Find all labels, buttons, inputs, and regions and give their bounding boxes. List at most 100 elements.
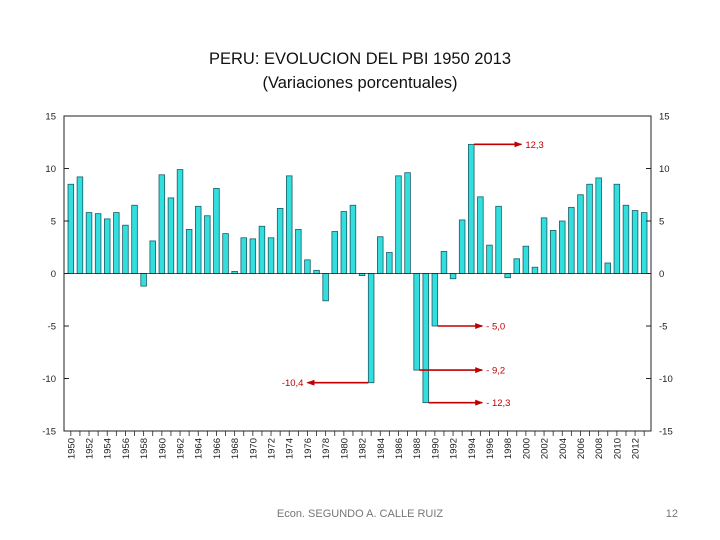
bar-2010 <box>613 183 621 274</box>
bar-1984 <box>377 236 384 274</box>
annotation-label: - 5,0 <box>486 322 505 333</box>
x-tick-label: 1964 <box>194 438 205 459</box>
bars-layer <box>67 143 648 404</box>
bar-2012 <box>631 210 639 274</box>
bar-1967 <box>222 233 229 274</box>
chart-title: PERU: EVOLUCION DEL PBI 1950 2013 <box>208 50 512 68</box>
bar-2004 <box>559 220 566 274</box>
bar-1996 <box>486 244 493 274</box>
x-tick-label: 1982 <box>358 438 369 459</box>
y-tick-label-right: 0 <box>659 269 664 280</box>
bar-1974 <box>286 175 293 274</box>
bar-1985 <box>386 252 393 274</box>
bar-1987 <box>404 172 411 274</box>
x-tick-label: 1984 <box>376 438 387 459</box>
x-tick-label: 1978 <box>321 438 332 459</box>
bar-1962 <box>176 169 184 274</box>
bar-1955 <box>113 212 120 274</box>
bar-2008 <box>595 177 602 274</box>
footer-author: Econ. SEGUNDO A. CALLE RUIZ <box>276 508 444 520</box>
bar-1959 <box>149 240 156 274</box>
x-tick-label: 1988 <box>412 438 423 459</box>
bar-1983 <box>367 273 375 384</box>
x-tick-label: 1952 <box>85 438 96 459</box>
x-tick-label: 1998 <box>503 438 514 459</box>
bar-1971 <box>258 225 266 274</box>
bar-1954 <box>104 218 111 274</box>
bar-1990 <box>431 273 439 327</box>
bar-1951 <box>76 176 84 274</box>
page-number: 12 <box>665 508 678 520</box>
bar-1966 <box>213 188 220 274</box>
bar-1995 <box>477 196 484 274</box>
bar-1975 <box>295 228 302 274</box>
bar-2006 <box>577 194 584 274</box>
annotation-label: - 12,3 <box>486 398 510 409</box>
y-tick-label-right: 10 <box>659 164 670 175</box>
x-tick-label: 1990 <box>430 438 441 459</box>
y-tick-label-right: 15 <box>659 112 670 123</box>
bar-2013 <box>640 212 648 274</box>
annotation-label: 12,3 <box>525 140 544 151</box>
x-tick-label: 2004 <box>558 438 569 459</box>
x-tick-label: 1950 <box>66 438 77 459</box>
y-tick-label-right: -5 <box>659 322 667 333</box>
x-tick-label: 1960 <box>157 438 168 459</box>
x-tick-label: 2000 <box>521 438 532 459</box>
bar-2011 <box>622 204 630 274</box>
bar-1976 <box>304 259 311 274</box>
annotations-layer: 12,3 - 5,0 - 9,2 -10,4 - 12,3 <box>282 140 544 409</box>
y-tick-label-left: 10 <box>45 164 56 175</box>
bar-1972 <box>267 237 275 274</box>
bar-1980 <box>340 211 348 274</box>
x-tick-label: 2008 <box>594 438 605 459</box>
y-tick-label-right: -15 <box>659 427 673 438</box>
x-tick-label: 1968 <box>230 438 241 459</box>
bar-1978 <box>322 273 329 302</box>
axis-layer: 15 15 10 10 5 5 0 0 -5 -5 -10 -10 -15 -15 1950 1952 1954… <box>42 112 672 460</box>
bar-1953 <box>94 213 102 274</box>
bar-1992 <box>449 273 457 280</box>
x-tick-label: 1994 <box>467 438 478 459</box>
bar-1964 <box>195 205 202 274</box>
x-tick-label: 1980 <box>339 438 350 459</box>
chart-subtitle: (Variaciones porcentuales) <box>262 74 458 92</box>
annotation-label: -10,4 <box>282 378 304 389</box>
y-tick-label-left: 15 <box>45 112 56 123</box>
bar-1999 <box>513 258 520 274</box>
bar-chart: 15 15 10 10 5 5 0 0 -5 -5 -10 -10 -15 -15 1950 1952 1954… <box>42 112 672 460</box>
y-tick-label-left: -10 <box>42 374 56 385</box>
bar-1991 <box>440 251 448 274</box>
x-tick-label: 1972 <box>267 438 278 459</box>
bar-2003 <box>549 230 557 274</box>
bar-1977 <box>313 269 320 274</box>
bar-1973 <box>276 207 284 274</box>
bar-1993 <box>458 219 466 274</box>
x-tick-label: 1966 <box>212 438 223 459</box>
bar-1988 <box>413 273 420 371</box>
bar-1958 <box>140 273 147 287</box>
bar-1952 <box>85 212 93 274</box>
bar-1956 <box>122 224 129 274</box>
y-tick-label-left: -5 <box>48 322 56 333</box>
x-tick-label: 1962 <box>176 438 187 459</box>
bar-1994 <box>468 143 475 274</box>
bar-2005 <box>568 206 575 274</box>
x-tick-label: 1958 <box>139 438 150 459</box>
bar-1965 <box>204 215 211 274</box>
bar-1957 <box>131 204 138 274</box>
bar-1989 <box>422 273 429 404</box>
x-tick-label: 1974 <box>285 438 296 459</box>
x-tick-label: 2002 <box>540 438 551 459</box>
x-tick-label: 2006 <box>576 438 587 459</box>
x-tick-label: 1956 <box>121 438 132 459</box>
bar-2007 <box>586 183 593 274</box>
x-tick-label: 2012 <box>631 438 642 459</box>
y-tick-label-left: 0 <box>51 269 56 280</box>
x-tick-label: 1996 <box>485 438 496 459</box>
bar-1986 <box>395 175 402 274</box>
bar-2001 <box>531 266 539 274</box>
bar-2002 <box>540 217 548 274</box>
y-tick-label-right: -10 <box>659 374 673 385</box>
bar-1970 <box>249 238 257 274</box>
